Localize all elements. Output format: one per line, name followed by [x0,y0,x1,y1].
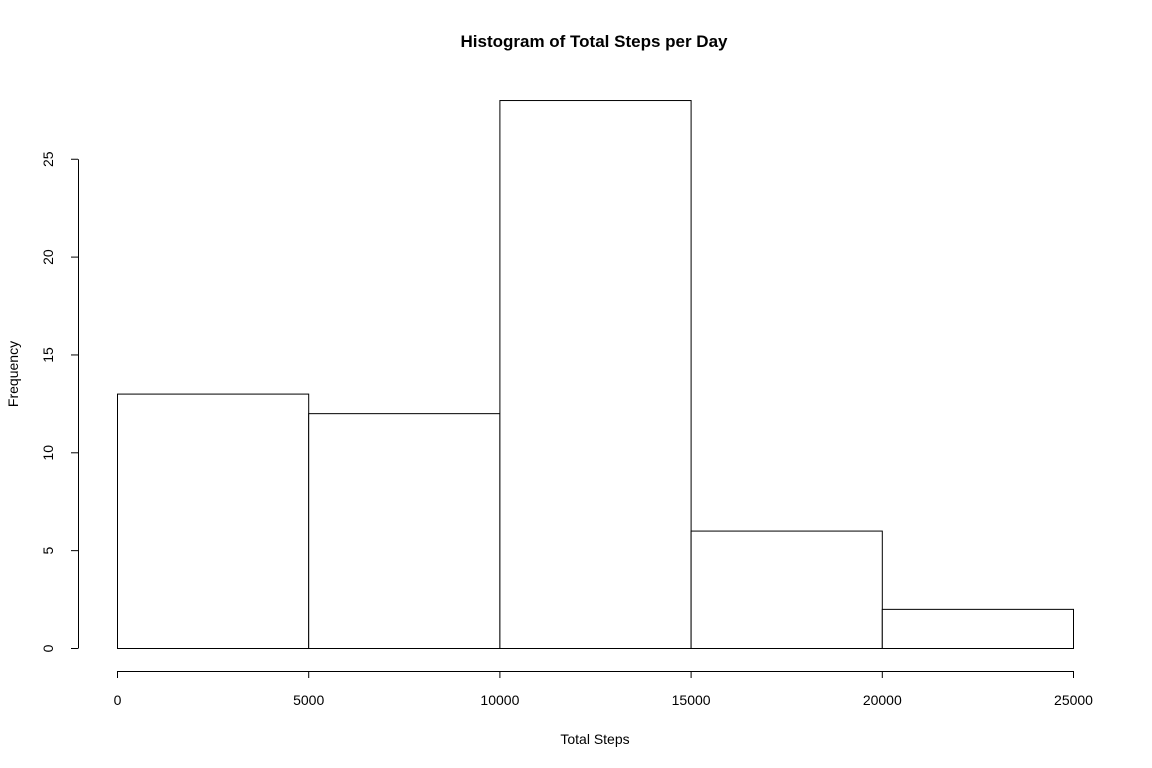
y-tick-label: 0 [40,644,56,652]
y-tick-label: 10 [40,445,56,461]
y-tick-label: 25 [40,151,56,167]
y-tick-label: 15 [40,347,56,363]
chart-title: Histogram of Total Steps per Day [460,32,728,51]
histogram-bar [690,530,883,650]
histogram-bar [117,393,310,649]
x-tick-label: 10000 [480,692,519,708]
y-axis-label: Frequency [5,341,21,407]
x-tick-label: 5000 [293,692,324,708]
x-tick-label: 25000 [1054,692,1093,708]
bars-group [117,100,1074,650]
y-axis: 0 5 10 15 20 25 [40,151,79,652]
x-tick-label: 0 [114,692,122,708]
y-tick-label: 20 [40,249,56,265]
y-tick-label: 5 [40,547,56,555]
histogram-bar [308,413,501,649]
x-axis: 0 5000 10000 15000 20000 25000 [114,671,1093,708]
x-tick-label: 15000 [672,692,711,708]
histogram-bar [881,608,1074,649]
x-axis-label: Total Steps [560,731,629,747]
x-tick-label: 20000 [863,692,902,708]
histogram-bar [499,100,692,650]
